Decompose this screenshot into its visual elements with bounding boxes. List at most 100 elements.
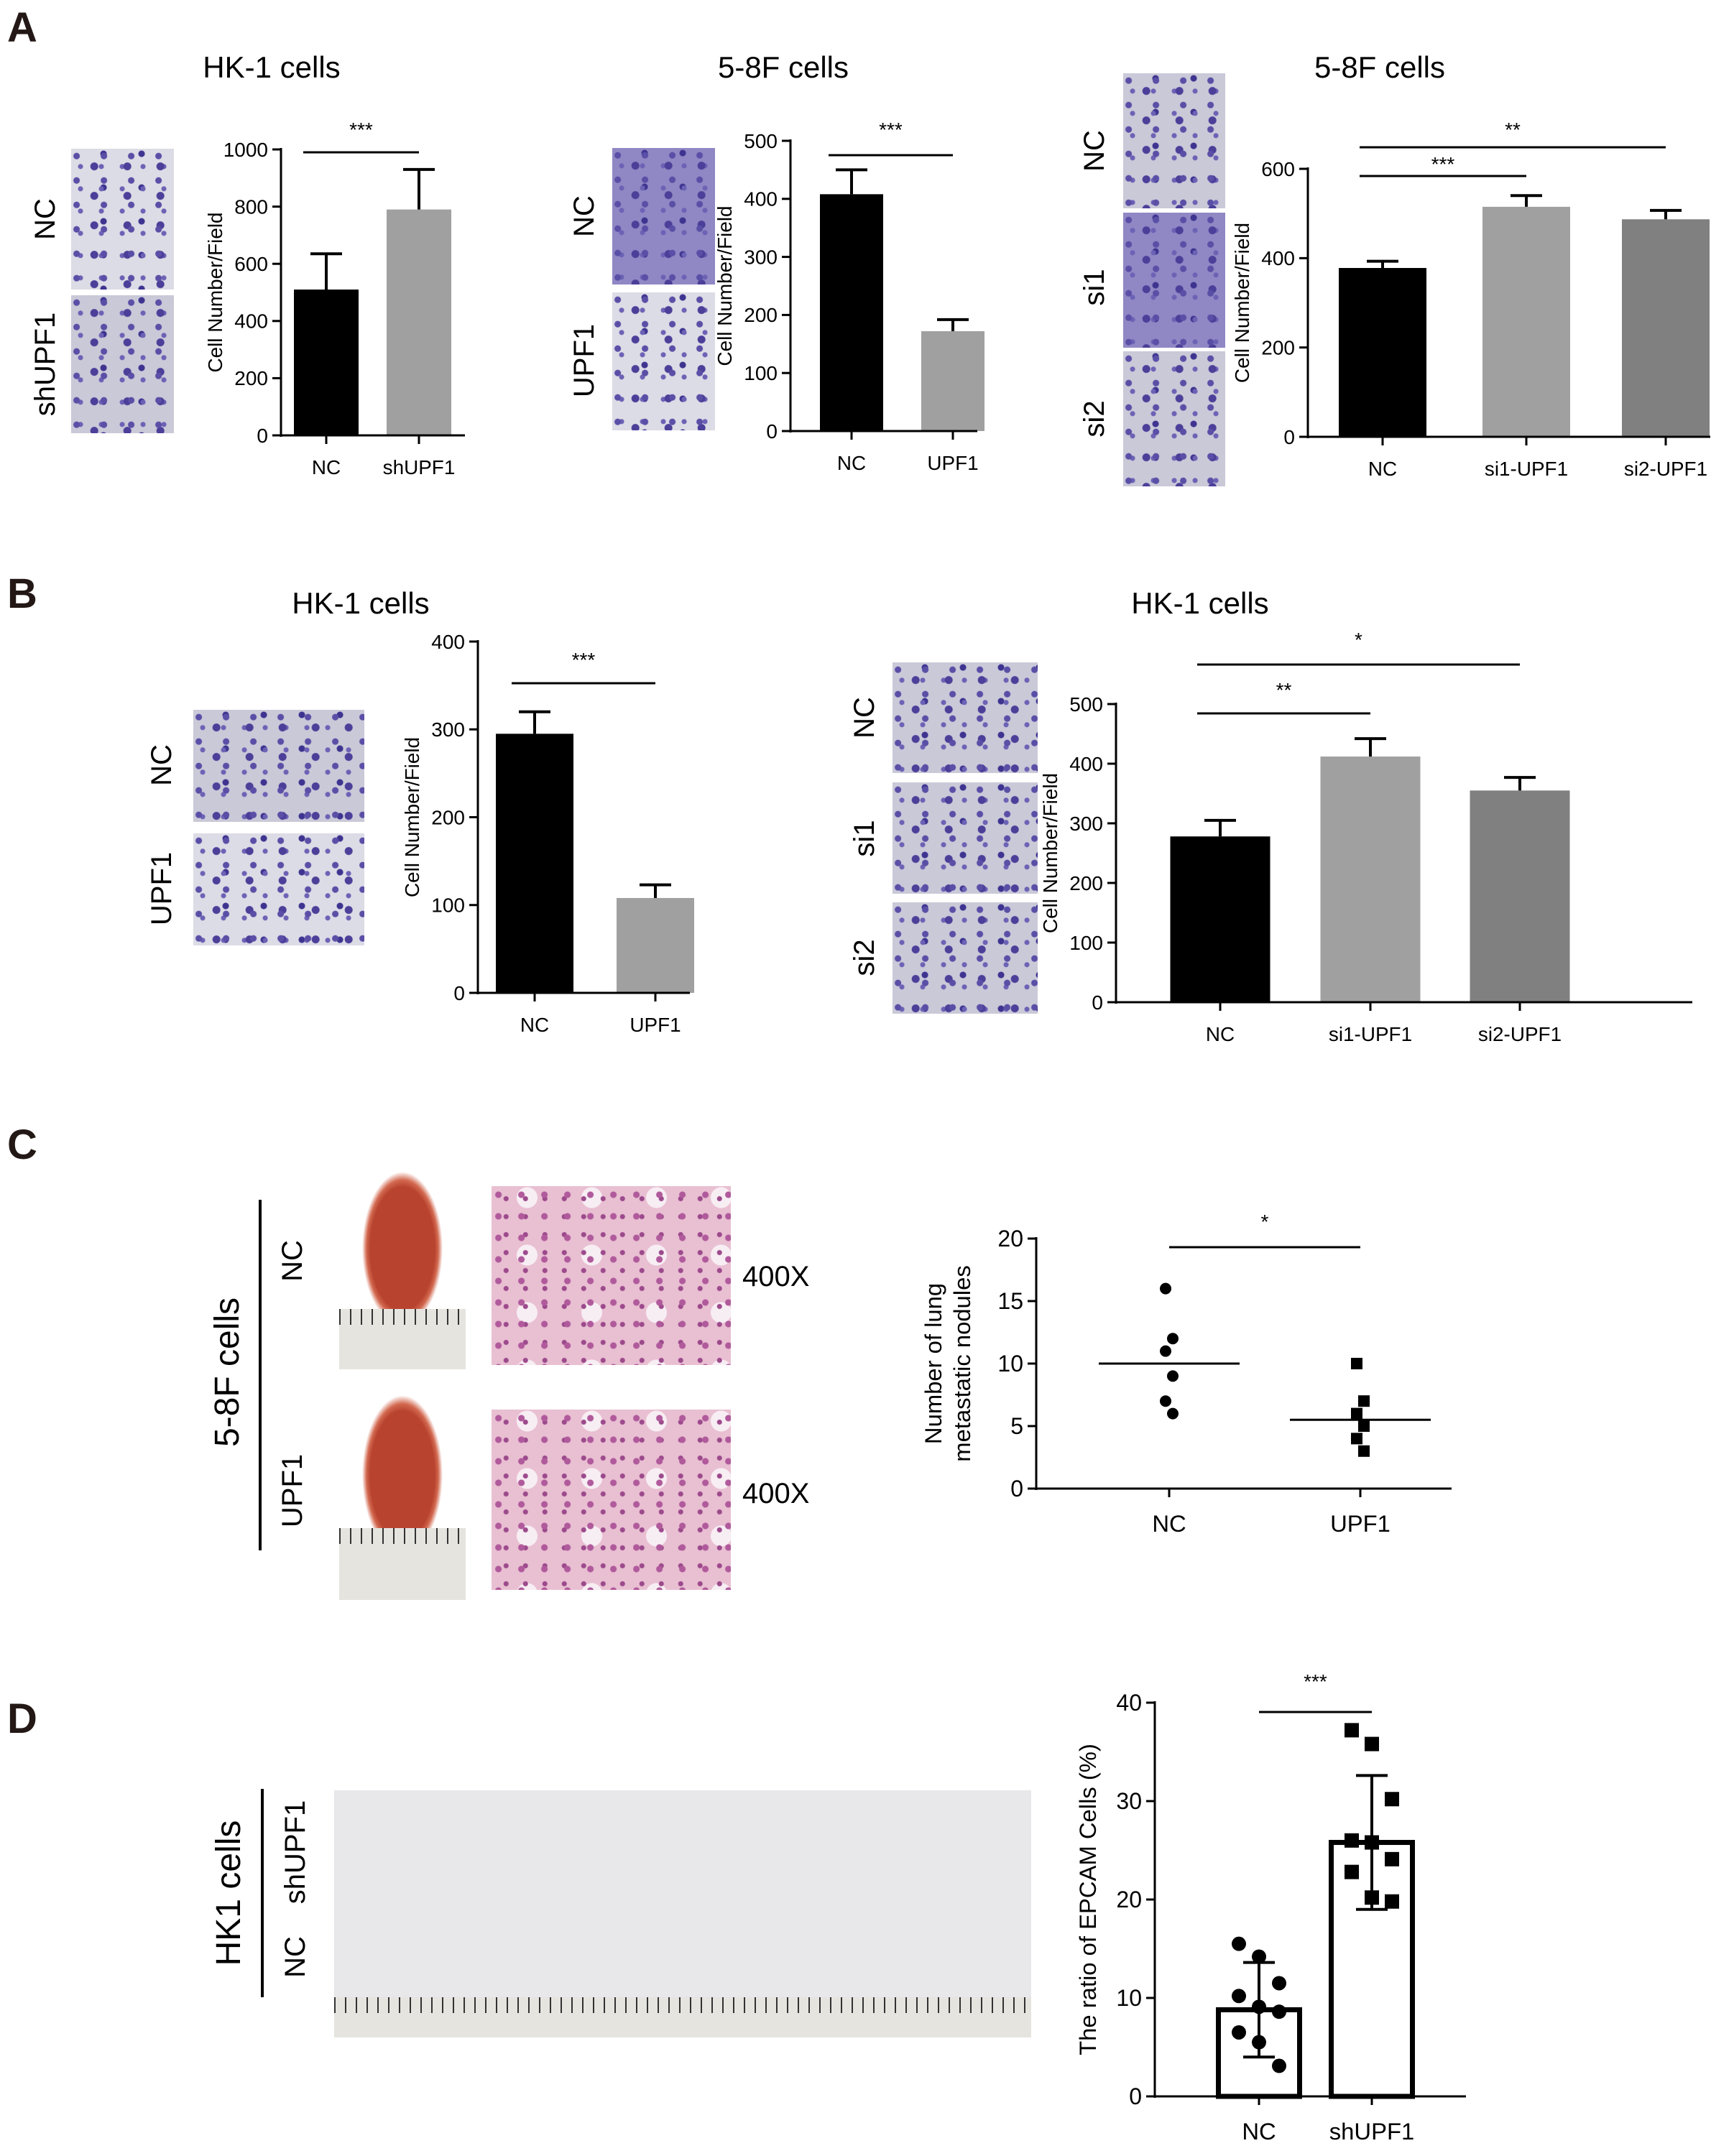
chart-a2: 5-8F cells 0 100 200 300 400 500 NC UPF1 Cell Num… [714,50,984,474]
y-tick-label: 200 [431,806,465,828]
significance-label: ** [1276,679,1292,701]
label-a1-shupf1: shUPF1 [29,313,61,417]
data-point [1272,2004,1286,2019]
panel-letter-d: D [7,1695,37,1742]
significance-label: ** [1505,119,1521,141]
y-tick-label: 10 [997,1351,1023,1377]
y-tick-label: 300 [1069,813,1103,835]
chart-title: 5-8F cells [718,50,849,84]
x-tick-label: shUPF1 [383,456,456,478]
data-point [1358,1420,1370,1432]
y-axis-label-line: Cell Number/Field [401,737,423,897]
significance-label: *** [349,119,373,141]
micrograph-b2-nc [893,662,1038,773]
bar [1622,219,1710,437]
y-axis-label: Cell Number/Field [1039,773,1061,933]
label-b2-nc: NC [849,697,880,739]
x-tick-label: NC [1368,458,1397,480]
he-stain-upf1 [492,1410,731,1590]
y-tick-label: 0 [1129,2083,1142,2109]
d-group-label: HK1 cells [210,1820,248,1966]
chart-a1: HK-1 cells 0 200 400 600 800 1000 NC shUPF1 Cell … [203,50,465,478]
chart-d: 0 10 20 30 40 NC shUPF1 The ratio of EPCAM Cell… [1074,1670,1466,2145]
y-tick-label: 100 [1069,932,1103,954]
micrograph-a3-nc [1123,73,1225,208]
tumor-tray-photo [334,1790,1031,2037]
data-point [1272,1976,1286,1991]
label-a3-nc: NC [1079,130,1110,172]
y-tick-label: 0 [453,982,465,1004]
y-tick-label: 400 [1261,247,1295,269]
y-tick-label: 400 [1069,753,1103,775]
data-point [1167,1370,1179,1382]
data-point [1358,1445,1370,1457]
x-tick-label: UPF1 [1330,1510,1391,1537]
chart-title: HK-1 cells [292,586,429,620]
micrograph-a2-upf1 [612,292,715,430]
c-row-nc: NC [277,1240,308,1282]
y-axis-label-line: Cell Number/Field [204,212,226,372]
y-tick-label: 0 [1092,991,1103,1014]
significance-label: * [1261,1211,1269,1233]
he-stain-nc [492,1186,731,1365]
bar [921,331,984,431]
significance-label: *** [572,649,596,671]
data-point [1160,1345,1171,1357]
ruler-nc [339,1309,466,1369]
c-mag-upf1: 400X [742,1478,809,1509]
y-tick-label: 100 [431,894,465,917]
micrograph-b2-si1 [893,782,1038,894]
panel-letter-b: B [7,570,37,617]
data-point [1351,1407,1362,1420]
tumor-tray-ruler [334,1997,1031,2037]
y-tick-label: 200 [1069,872,1103,894]
y-axis-label: Number of lungmetastatic nodules [920,1265,975,1461]
y-tick-label: 200 [234,367,268,389]
y-tick-label: 15 [997,1288,1023,1314]
data-point [1232,1989,1246,2004]
micrograph-b2-si2 [893,902,1038,1014]
micrograph-a3-si1 [1123,213,1225,348]
d-row-shupf1: shUPF1 [280,1800,311,1905]
data-point [1345,1864,1359,1879]
chart-b1: HK-1 cells 0 100 200 300 400 NC UPF1 Cell Number… [292,586,694,1036]
ruler-upf1 [339,1528,466,1600]
x-tick-label: si1-UPF1 [1329,1023,1412,1045]
significance-label: *** [1431,153,1455,175]
bar [1320,757,1421,1002]
chart-b2: HK-1 cells 0 100 200 300 400 500 NC si1-UPF1 si2-… [1039,586,1692,1045]
bar [1470,790,1570,1002]
data-point [1252,1949,1266,1964]
y-tick-label: 300 [431,718,465,741]
data-point [1385,1792,1399,1807]
data-point [1345,1723,1359,1738]
x-tick-label: si2-UPF1 [1624,458,1707,480]
label-b1-nc: NC [146,744,177,786]
y-tick-label: 500 [744,130,778,152]
label-a1-nc: NC [29,198,61,240]
y-tick-label: 30 [1116,1788,1142,1814]
data-point [1252,1999,1266,2014]
data-point [1365,1736,1379,1752]
y-tick-label: 0 [257,425,268,447]
chart-a3: 5-8F cells 0 200 400 600 NC si1-UPF1 si2-UPF1 Ce… [1231,50,1710,480]
data-point [1160,1282,1171,1295]
x-tick-label: UPF1 [927,452,978,474]
y-tick-label: 0 [766,420,778,443]
x-tick-label: NC [1206,1023,1235,1045]
y-axis-label-line: Cell Number/Field [1039,773,1061,933]
y-axis-label-line: metastatic nodules [949,1265,975,1461]
x-tick-label: NC [520,1014,549,1036]
c-mag-nc: 400X [742,1261,809,1292]
x-tick-label: shUPF1 [1329,2118,1414,2145]
panel-letter-c: C [7,1121,37,1168]
bar [496,734,573,993]
x-tick-label: NC [312,456,341,478]
x-tick-label: NC [1242,2118,1276,2145]
micrograph-b1-upf1 [193,833,364,945]
label-a2-nc: NC [568,195,600,237]
micrograph-b1-nc [193,710,364,822]
y-axis-label: Cell Number/Field [714,205,736,366]
label-b1-upf1: UPF1 [146,852,177,925]
